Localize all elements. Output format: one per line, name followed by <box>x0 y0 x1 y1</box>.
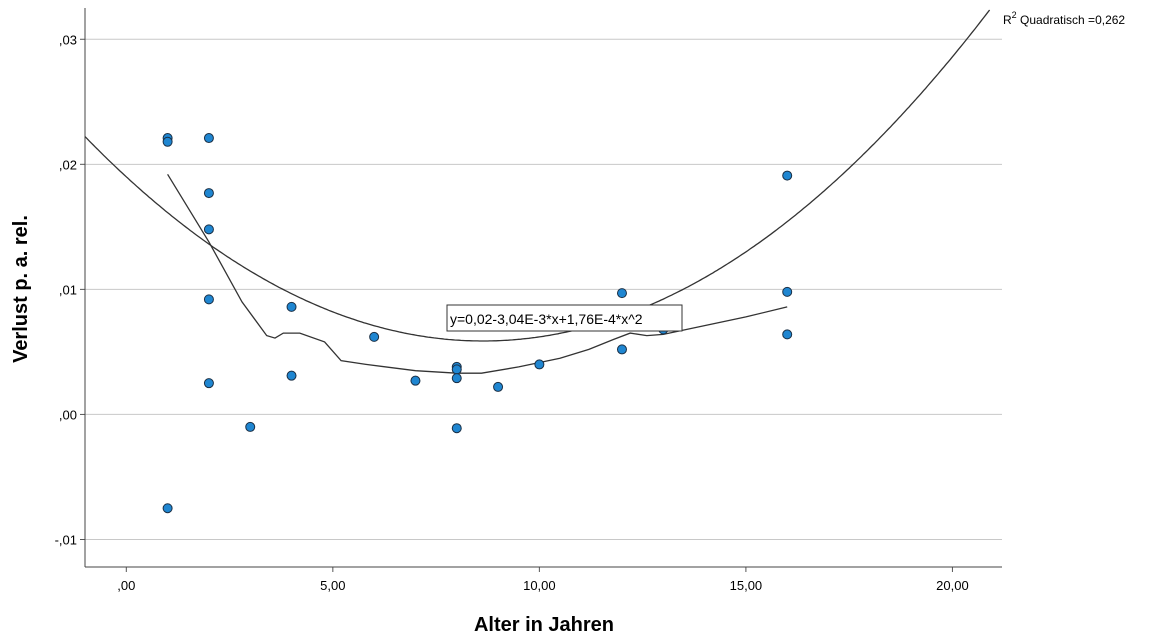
data-point <box>162 136 173 147</box>
data-point <box>493 381 504 392</box>
equation-label: y=0,02-3,04E-3*x+1,76E-4*x^2 <box>446 304 683 332</box>
r2-annotation: R2 Quadratisch =0,262 <box>1003 10 1125 27</box>
data-point <box>451 364 462 375</box>
y-tick-label: ,03 <box>59 32 77 47</box>
data-point <box>203 133 214 144</box>
data-point <box>369 331 380 342</box>
r2-superscript: 2 <box>1012 10 1017 20</box>
equation-box <box>446 304 683 332</box>
data-point <box>616 344 627 355</box>
y-tick-label: ,02 <box>59 157 77 172</box>
x-tick-label: 20,00 <box>936 578 969 593</box>
tick-labels: -,01 ,00 ,01 ,02 ,03 ,00 5,00 10,00 15,00 20,00 <box>55 32 969 593</box>
data-point <box>245 421 256 432</box>
gridlines <box>85 38 1002 540</box>
data-point <box>782 286 793 297</box>
data-point <box>451 373 462 384</box>
y-axis-title: Verlust p. a. rel. <box>10 215 32 363</box>
data-point <box>616 288 627 299</box>
y-tick-label: -,01 <box>55 532 77 547</box>
x-tick-label: 15,00 <box>730 578 763 593</box>
quadratic-fit-line <box>84 9 991 342</box>
data-point <box>534 359 545 370</box>
equation-text: y=0,02-3,04E-3*x+1,76E-4*x^2 <box>450 311 643 327</box>
data-point <box>782 170 793 181</box>
data-point <box>203 294 214 305</box>
x-tick-label: 5,00 <box>320 578 345 593</box>
data-point <box>286 301 297 312</box>
r2-value: Quadratisch =0,262 <box>1017 13 1126 27</box>
r2-prefix: R <box>1003 13 1012 27</box>
data-point <box>410 375 421 386</box>
loess-fit-line <box>167 173 788 374</box>
data-point <box>162 503 173 514</box>
data-point <box>203 224 214 235</box>
x-axis-title: Alter in Jahren <box>474 614 614 636</box>
data-point <box>451 423 462 434</box>
data-point <box>203 188 214 199</box>
data-point <box>286 370 297 381</box>
y-tick-label: ,00 <box>59 407 77 422</box>
axes <box>80 8 1002 572</box>
y-tick-label: ,01 <box>59 282 77 297</box>
data-point <box>203 378 214 389</box>
data-point <box>782 329 793 340</box>
data-points <box>162 133 793 514</box>
x-tick-label: ,00 <box>117 578 135 593</box>
x-tick-label: 10,00 <box>523 578 556 593</box>
